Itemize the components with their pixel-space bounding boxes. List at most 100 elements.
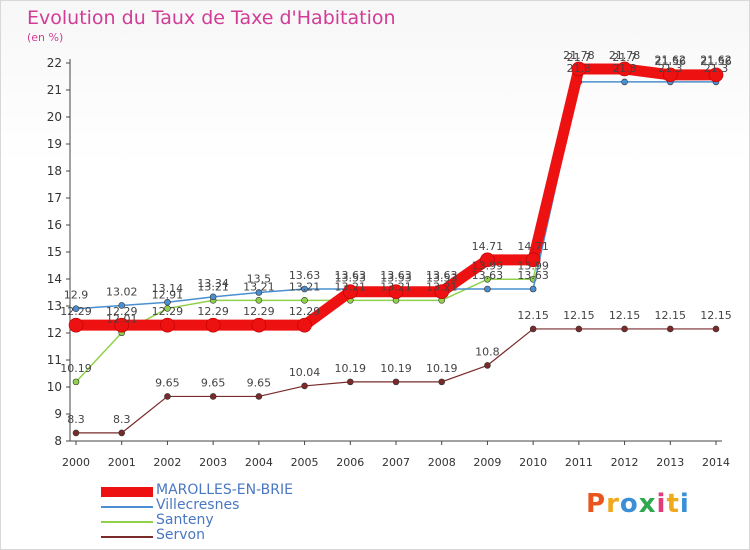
data-point bbox=[209, 393, 217, 400]
data-point bbox=[164, 393, 171, 400]
data-label: 21.56 bbox=[700, 55, 732, 68]
legend-label: Villecresnes bbox=[156, 497, 240, 513]
x-tick-label: 2014 bbox=[702, 456, 730, 469]
legend-label: Santeny bbox=[156, 512, 214, 528]
x-tick-label: 2005 bbox=[291, 456, 319, 469]
data-point bbox=[72, 305, 80, 313]
data-label: 12.15 bbox=[700, 309, 732, 322]
data-point bbox=[438, 378, 446, 386]
x-tick-label: 2002 bbox=[153, 456, 181, 469]
y-tick-label: 16 bbox=[47, 218, 62, 232]
y-tick-label: 22 bbox=[47, 56, 62, 70]
data-label: 12.29 bbox=[243, 305, 275, 318]
data-label: 13.99 bbox=[472, 259, 504, 272]
data-label: 21.62 bbox=[700, 53, 732, 66]
data-point bbox=[617, 61, 632, 77]
data-point bbox=[571, 61, 587, 77]
data-point bbox=[114, 317, 130, 333]
y-tick-label: 13 bbox=[47, 299, 62, 313]
data-label: 13.63 bbox=[335, 269, 367, 282]
data-label: 21.7 bbox=[612, 51, 637, 64]
legend-swatch bbox=[101, 536, 153, 538]
data-label: 12.29 bbox=[289, 305, 321, 318]
data-label: 21.62 bbox=[655, 53, 687, 66]
data-point bbox=[529, 325, 537, 333]
logo-letter: P bbox=[586, 489, 607, 519]
data-label: 21.3 bbox=[567, 62, 592, 75]
data-label: 13.63 bbox=[426, 269, 458, 282]
data-label: 12.15 bbox=[609, 309, 641, 322]
data-label: 12.29 bbox=[106, 305, 138, 318]
logo-letter: t bbox=[666, 489, 680, 519]
data-label: 12.15 bbox=[563, 309, 595, 322]
y-tick-label: 19 bbox=[47, 137, 62, 151]
x-tick-label: 2011 bbox=[565, 456, 593, 469]
data-point bbox=[118, 429, 126, 437]
data-point bbox=[301, 285, 308, 293]
legend-swatch bbox=[101, 487, 153, 497]
data-point bbox=[72, 429, 80, 437]
data-label: 21.3 bbox=[704, 62, 729, 75]
data-point bbox=[621, 325, 628, 333]
data-label: 10.19 bbox=[426, 362, 458, 375]
data-point bbox=[251, 317, 267, 333]
data-label: 12.91 bbox=[152, 288, 184, 301]
series-line bbox=[75, 70, 717, 383]
data-label: 12.01 bbox=[106, 313, 138, 326]
data-label: 13.53 bbox=[335, 272, 367, 285]
data-label: 13.63 bbox=[472, 269, 504, 282]
data-point bbox=[484, 285, 491, 293]
data-point bbox=[434, 284, 450, 299]
logo-letter: i bbox=[679, 489, 690, 519]
data-point bbox=[301, 297, 308, 304]
legend-swatch bbox=[101, 521, 153, 523]
data-label: 13.34 bbox=[197, 277, 229, 290]
data-label: 13.53 bbox=[380, 272, 412, 285]
data-point bbox=[529, 285, 537, 293]
data-label: 12.15 bbox=[655, 309, 687, 322]
data-point bbox=[160, 317, 175, 333]
data-label: 13.5 bbox=[247, 273, 272, 286]
data-label: 8.3 bbox=[67, 413, 85, 426]
data-label: 21.78 bbox=[563, 49, 595, 62]
data-point bbox=[68, 317, 84, 333]
data-point bbox=[666, 325, 674, 333]
data-point bbox=[301, 382, 308, 390]
x-tick-label: 2000 bbox=[62, 456, 90, 469]
data-label: 9.65 bbox=[155, 376, 180, 389]
data-point bbox=[662, 67, 678, 83]
data-label: 12.9 bbox=[64, 289, 89, 302]
data-label: 21.3 bbox=[658, 62, 683, 75]
data-point bbox=[255, 289, 263, 296]
data-label: 14.71 bbox=[517, 240, 549, 253]
data-label: 13.21 bbox=[380, 280, 412, 293]
x-tick-label: 2013 bbox=[656, 456, 684, 469]
legend-label: MAROLLES-EN-BRIE bbox=[156, 482, 293, 498]
data-point bbox=[708, 67, 724, 83]
data-label: 12.15 bbox=[517, 309, 549, 322]
data-point bbox=[388, 284, 404, 299]
data-point bbox=[255, 393, 263, 400]
data-label: 21.3 bbox=[612, 62, 637, 75]
data-label: 13.99 bbox=[517, 259, 549, 272]
data-label: 8.3 bbox=[113, 413, 131, 426]
proxiti-logo: Proxiti bbox=[586, 489, 690, 519]
y-tick-label: 10 bbox=[47, 380, 62, 394]
data-label: 12.29 bbox=[152, 305, 184, 318]
data-label: 13.14 bbox=[152, 282, 184, 295]
data-point bbox=[118, 302, 126, 309]
y-tick-label: 20 bbox=[47, 110, 62, 124]
x-tick-label: 2001 bbox=[108, 456, 136, 469]
legend-label: Servon bbox=[156, 527, 205, 543]
x-tick-label: 2010 bbox=[519, 456, 547, 469]
data-label: 10.19 bbox=[335, 362, 367, 375]
chart-title: Evolution du Taux de Taxe d'Habitation bbox=[27, 7, 396, 29]
unit-label: (en %) bbox=[27, 31, 64, 44]
data-label: 9.65 bbox=[201, 376, 226, 389]
x-tick-label: 2004 bbox=[245, 456, 273, 469]
data-label: 9.65 bbox=[247, 376, 272, 389]
data-point bbox=[392, 378, 400, 386]
x-tick-label: 2006 bbox=[336, 456, 364, 469]
